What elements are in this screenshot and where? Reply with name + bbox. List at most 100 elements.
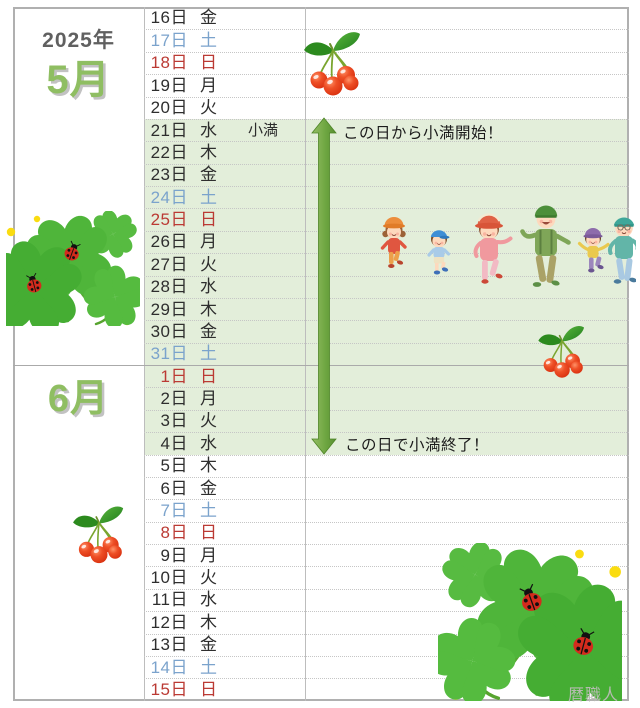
weekday-label: 木: [200, 456, 217, 476]
date-label: 25日: [150, 210, 188, 230]
calendar-row: 31日土: [144, 342, 629, 365]
calendar-row: 9日月: [144, 544, 629, 566]
weekday-label: 土: [200, 187, 217, 207]
calendar-row: 16日金: [144, 7, 629, 29]
weekday-label: 金: [200, 165, 217, 185]
date-label: 16日: [150, 8, 188, 28]
calendar-row: 22日木: [144, 141, 629, 163]
date-label: 27日: [150, 254, 188, 274]
left-panel-divider: [144, 7, 145, 701]
watermark: 暦職人: [568, 687, 620, 704]
date-label: 14日: [150, 657, 188, 677]
calendar-row: 3日火: [144, 409, 629, 432]
calendar-row: 15日日: [144, 678, 629, 700]
calendar-row: 5日木: [144, 454, 629, 477]
date-label: 11日: [151, 590, 188, 610]
weekday-label: 火: [200, 254, 217, 274]
weekday-label: 日: [200, 366, 217, 386]
date-label: 2日: [160, 389, 188, 409]
solar-term-label: 小満: [248, 121, 279, 139]
clover-ladybug-bottom-right-illustration: [433, 543, 627, 701]
weekday-label: 火: [200, 98, 217, 118]
walking-family-illustration: [372, 192, 636, 292]
calendar-row: 25日日: [144, 208, 629, 230]
weekday-label: 日: [200, 210, 217, 230]
date-column-divider: [305, 7, 306, 701]
calendar-row: 6日金: [144, 476, 629, 499]
date-label: 28日: [150, 277, 188, 297]
date-label: 4日: [160, 433, 188, 453]
weekday-label: 月: [200, 545, 217, 565]
calendar-row: 2日月: [144, 387, 629, 409]
date-label: 6日: [160, 478, 188, 498]
date-label: 17日: [150, 31, 188, 51]
calendar-row: 13日金: [144, 633, 629, 656]
shoman-span-arrow: [311, 117, 337, 455]
date-label: 23日: [150, 165, 188, 185]
calendar-row: 1日日: [144, 365, 629, 387]
weekday-label: 月: [200, 75, 217, 95]
date-label: 19日: [150, 75, 188, 95]
calendar-row: 11日水: [144, 588, 629, 611]
date-label: 10日: [150, 568, 188, 588]
calendar-row: 18日日: [144, 51, 629, 74]
weekday-label: 土: [200, 344, 217, 364]
calendar-row: 17日土: [144, 29, 629, 51]
calendar-row: 19日月: [144, 74, 629, 96]
weekday-label: 日: [200, 679, 217, 699]
weekday-label: 木: [200, 612, 217, 632]
calendar-frame: [13, 7, 629, 701]
weekday-label: 月: [200, 232, 217, 252]
date-label: 1日: [160, 366, 188, 386]
calendar-row: 12日木: [144, 611, 629, 633]
calendar-row: 8日日: [144, 521, 629, 544]
weekday-label: 月: [200, 389, 217, 409]
date-label: 30日: [150, 321, 188, 341]
date-label: 5日: [160, 456, 188, 476]
weekday-label: 金: [200, 478, 217, 498]
weekday-label: 日: [200, 53, 217, 73]
weekday-label: 水: [200, 590, 217, 610]
shoman-start-annotation: この日から小満開始！: [343, 125, 504, 142]
date-label: 29日: [150, 299, 188, 319]
calendar-row: 14日土: [144, 655, 629, 678]
weekday-label: 木: [200, 299, 217, 319]
calendar-row: 30日金: [144, 320, 629, 342]
calendar-row: 10日火: [144, 566, 629, 588]
date-label: 18日: [150, 53, 188, 73]
weekday-label: 土: [200, 657, 217, 677]
calendar-rows: 16日金 17日土 18日日 19日月 20日火 21日水小満 22日木 23日金 24日土 25…: [144, 7, 629, 701]
cherries-left-illustration: [72, 505, 125, 565]
weekday-label: 火: [200, 411, 217, 431]
date-label: 8日: [160, 523, 188, 543]
calendar-row: 29日木: [144, 297, 629, 320]
year-label: 2025年: [42, 29, 115, 52]
date-label: 9日: [160, 545, 188, 565]
date-label: 20日: [150, 98, 188, 118]
date-label: 31日: [150, 344, 188, 364]
calendar-row: 4日水: [144, 432, 629, 454]
calendar-row: 23日金: [144, 163, 629, 186]
weekday-label: 水: [200, 277, 217, 297]
cherries-right-illustration: [537, 325, 585, 379]
weekday-label: 火: [200, 568, 217, 588]
calendar-row: 7日土: [144, 499, 629, 521]
weekday-label: 金: [200, 635, 217, 655]
weekday-label: 金: [200, 8, 217, 28]
calendar-row: 24日土: [144, 186, 629, 208]
clover-ladybug-left-illustration: [6, 211, 140, 326]
weekday-label: 土: [200, 500, 217, 520]
date-label: 24日: [150, 187, 188, 207]
month-may-label: 5月: [46, 58, 111, 102]
calendar-row: 27日火: [144, 253, 629, 275]
calendar-row: 21日水 小満: [144, 118, 629, 141]
weekday-label: 日: [200, 523, 217, 543]
weekday-label: 土: [200, 31, 217, 51]
weekday-label: 木: [200, 142, 217, 162]
date-label: 21日: [150, 120, 188, 140]
date-label: 26日: [150, 232, 188, 252]
shoman-end-annotation: この日で小満終了！: [345, 437, 490, 454]
month-june-label: 6月: [47, 378, 110, 420]
weekday-label: 水: [200, 433, 217, 453]
